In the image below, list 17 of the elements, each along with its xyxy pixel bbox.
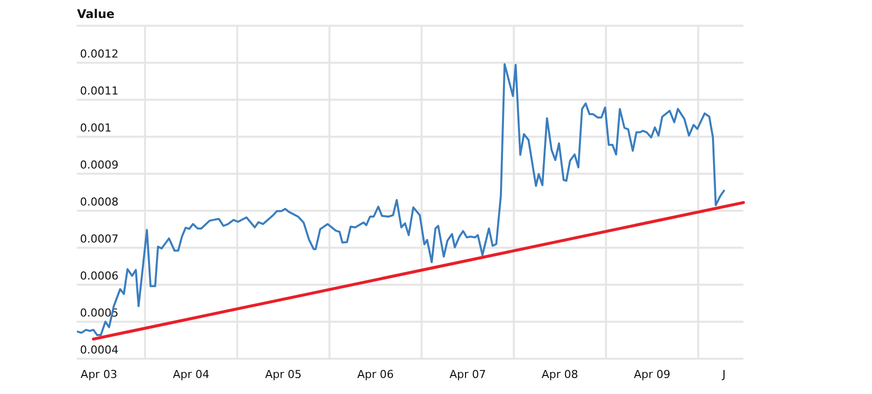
- x-tick-label: Apr 05: [265, 368, 302, 381]
- y-tick-label: 0.0008: [80, 196, 118, 209]
- y-tick-label: 0.001: [80, 122, 112, 135]
- x-tick-label: Apr 08: [542, 368, 578, 381]
- y-tick-label: 0.0011: [80, 84, 118, 98]
- y-tick-label: 0.0012: [80, 48, 118, 61]
- y-tick-label: 0.0004: [80, 344, 118, 357]
- x-tick-label: Apr 04: [172, 368, 210, 381]
- x-tick-label: J: [721, 368, 726, 381]
- x-tick-label: Apr 07: [449, 368, 486, 381]
- y-tick-label: 0.0006: [80, 270, 118, 283]
- x-tick-label: Apr 03: [80, 368, 118, 381]
- x-tick-label: Apr 09: [634, 368, 670, 381]
- y-axis-title: Value: [77, 7, 115, 21]
- x-tick-label: Apr 06: [357, 368, 394, 381]
- y-tick-label: 0.0007: [80, 232, 118, 246]
- y-tick-label: 0.0009: [80, 158, 118, 172]
